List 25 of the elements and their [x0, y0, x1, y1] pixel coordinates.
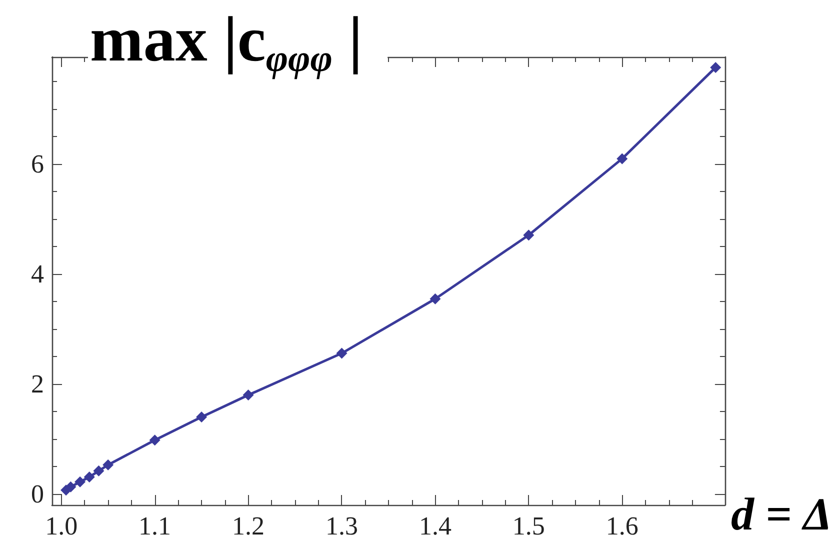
point [430, 293, 441, 304]
point [65, 481, 76, 492]
y-tick-label: 0 [31, 480, 44, 509]
y-tick-label: 2 [31, 370, 44, 399]
y-tick-label: 6 [31, 150, 44, 179]
x-tick-label: 1.0 [45, 512, 78, 540]
point [102, 459, 114, 470]
x-tick-label: 1.3 [325, 512, 358, 540]
point [84, 471, 95, 482]
x-tick-label: 1.1 [138, 512, 172, 540]
x-tick-label: 1.5 [512, 512, 545, 540]
x-axis-title: d = Δ [730, 488, 832, 540]
point [336, 348, 348, 359]
x-tick-label: 1.4 [418, 512, 452, 540]
point [93, 465, 104, 476]
point [710, 62, 722, 73]
point [242, 390, 254, 401]
x-tick-label: 1.2 [232, 512, 265, 540]
point [149, 434, 160, 446]
point [616, 153, 628, 164]
point [74, 476, 86, 488]
y-tick-label: 4 [31, 260, 44, 289]
x-tick-label: 1.6 [606, 512, 638, 540]
point [523, 230, 534, 241]
point [196, 412, 208, 423]
